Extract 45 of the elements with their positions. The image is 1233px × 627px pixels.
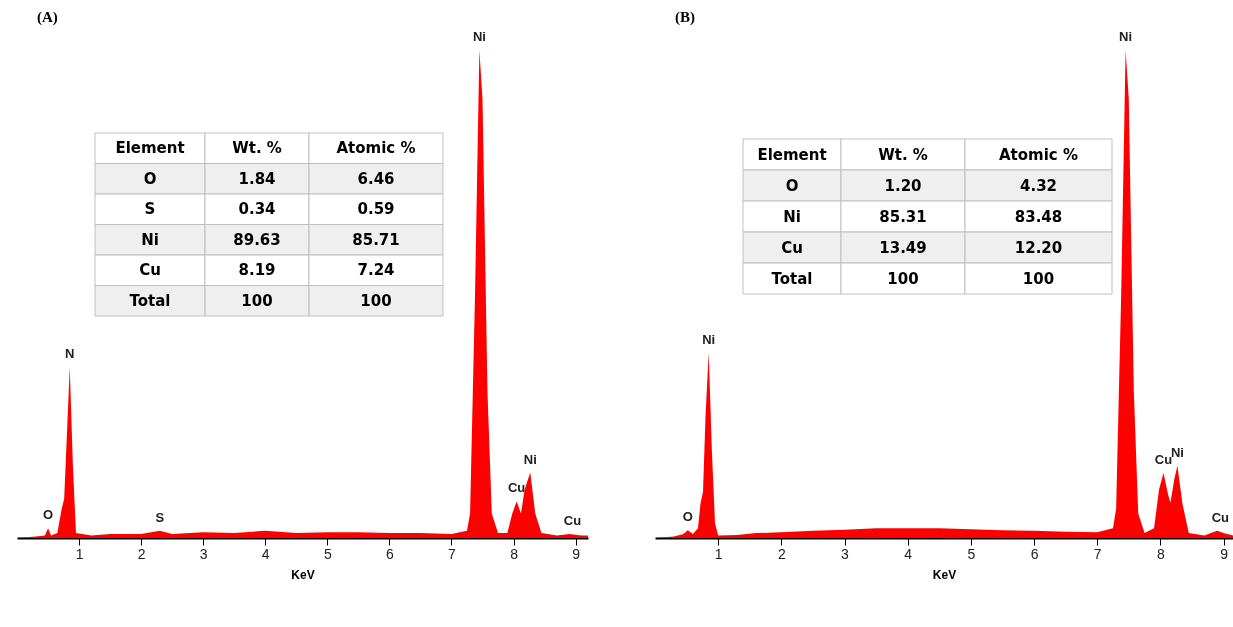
annotation: Ni [523,451,537,467]
annotation: N [65,346,75,362]
annotation: S [155,509,165,525]
x-tick-label: 4 [904,545,913,562]
text: O 1.84 6.46 [143,169,395,188]
annotation: Ni [472,29,486,44]
chart-title: (A) [37,9,58,26]
x-tick-label: 1 [75,545,84,562]
text: Element Wt. % Atomic % [115,139,416,158]
annotation: Ni [1119,29,1133,44]
text: Total 100 100 [771,269,1055,288]
annotation: Cu [507,480,526,496]
x-tick-label: 8 [1156,545,1165,562]
annotation: Cu [563,513,582,529]
x-tick-label: 9 [1220,545,1229,562]
text: Total 100 100 [129,291,392,310]
x-tick-label: 6 [1030,545,1039,562]
annotation: Cu [1154,452,1173,468]
x-tick-label: 9 [572,545,581,562]
text: Cu 13.49 12.20 [781,238,1063,257]
x-tick-label: 3 [841,545,850,562]
text: S 0.34 0.59 [144,200,395,219]
x-tick-label: 2 [137,545,146,562]
text: Ni 85.31 83.48 [783,207,1063,226]
x-axis-title: KeV [932,567,957,582]
x-tick-label: 7 [1093,545,1102,562]
text: Element Wt. % Atomic % [757,145,1078,164]
text: O 1.20 4.32 [785,176,1058,195]
x-tick-label: 7 [448,545,457,562]
annotation: Ni [702,331,716,347]
x-tick-label: 2 [777,545,786,562]
annotation: O [42,507,54,523]
x-tick-label: 5 [967,545,976,562]
x-tick-label: 4 [261,545,270,562]
x-tick-label: 1 [714,545,723,562]
text: Cu 8.19 7.24 [139,261,395,280]
x-tick-label: 5 [323,545,332,562]
text: Ni 89.63 85.71 [141,230,400,249]
annotation: O [682,509,693,525]
x-tick-label: 6 [385,545,394,562]
x-tick-label: 8 [510,545,519,562]
chart-title: (B) [675,9,695,26]
x-axis-title: KeV [291,567,315,582]
annotation: Cu [1211,509,1230,525]
x-tick-label: 3 [199,545,208,562]
